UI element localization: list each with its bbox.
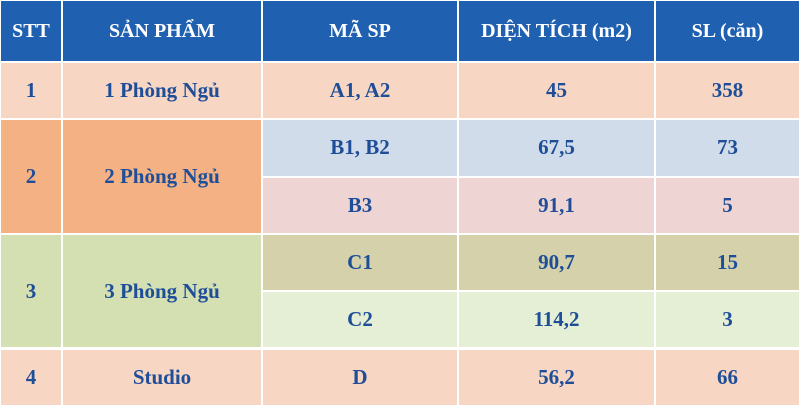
header-cell: STT — [0, 0, 62, 62]
stt-cell: 4 — [0, 348, 62, 406]
header-cell: SL (căn) — [655, 0, 800, 62]
area-cell: 114,2 — [458, 291, 655, 349]
header-cell: SẢN PHẨM — [62, 0, 262, 62]
count-cell: 73 — [655, 119, 800, 177]
count-cell: 5 — [655, 176, 800, 234]
area-cell: 90,7 — [458, 233, 655, 292]
stt-cell: 2 — [0, 119, 62, 234]
area-cell: 56,2 — [458, 348, 655, 406]
product-cell: 1 Phòng Ngủ — [62, 62, 262, 120]
code-cell: B3 — [262, 176, 458, 234]
stt-cell: 3 — [0, 233, 62, 349]
header-cell: DIỆN TÍCH (m2) — [458, 0, 655, 62]
header-cell: MÃ SP — [262, 0, 458, 62]
product-cell: 2 Phòng Ngủ — [62, 119, 262, 234]
code-cell: C1 — [262, 233, 458, 292]
area-cell: 45 — [458, 62, 655, 120]
stt-cell: 1 — [0, 62, 62, 120]
area-cell: 91,1 — [458, 176, 655, 234]
product-cell: Studio — [62, 348, 262, 406]
product-cell: 3 Phòng Ngủ — [62, 233, 262, 349]
count-cell: 3 — [655, 291, 800, 349]
count-cell: 358 — [655, 62, 800, 120]
area-cell: 67,5 — [458, 119, 655, 177]
count-cell: 15 — [655, 233, 800, 292]
code-cell: D — [262, 348, 458, 406]
code-cell: C2 — [262, 291, 458, 349]
code-cell: B1, B2 — [262, 119, 458, 177]
code-cell: A1, A2 — [262, 62, 458, 120]
count-cell: 66 — [655, 348, 800, 406]
